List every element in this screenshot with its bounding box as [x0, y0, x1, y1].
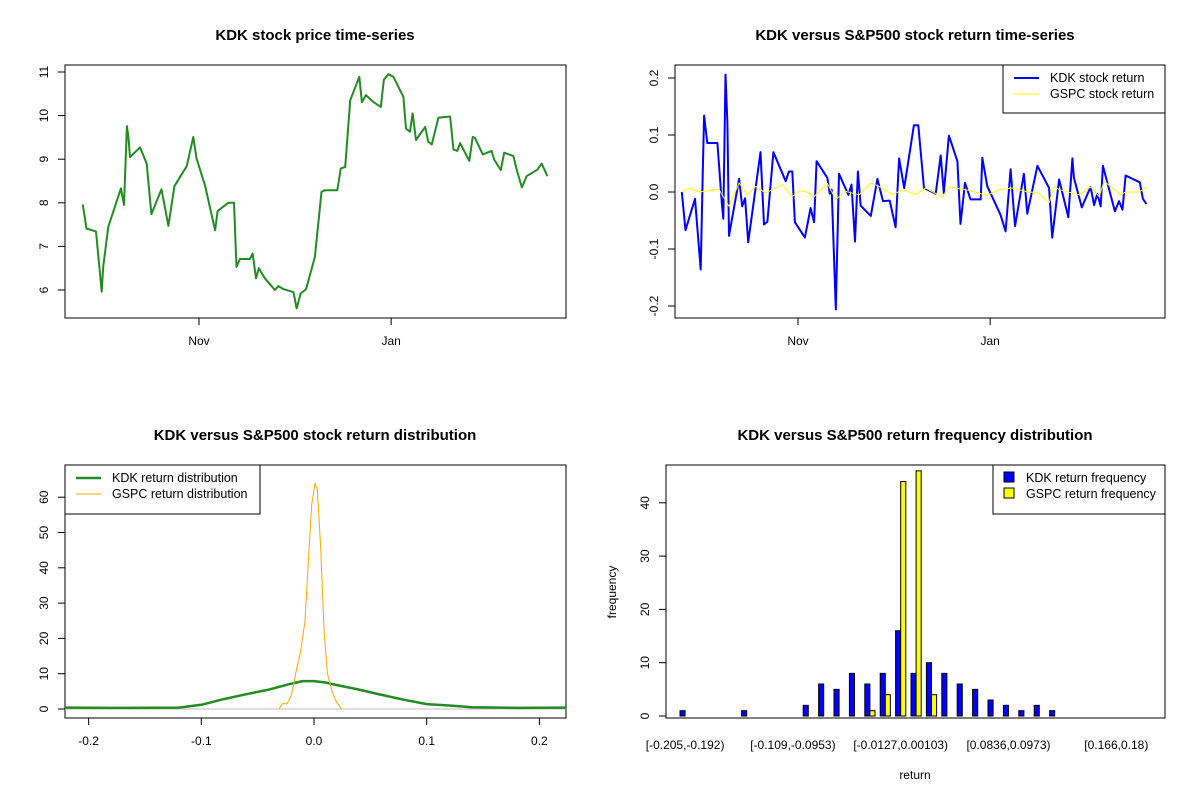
frequency-legend-swatch	[1003, 487, 1015, 499]
gspc-frequency-bar	[931, 694, 938, 717]
price-x-axis-tick-label: Nov	[188, 334, 209, 348]
kdk-frequency-bar	[1033, 704, 1040, 717]
gspc-frequency-bar	[884, 694, 891, 717]
distribution-y-axis-tick-label: 60	[37, 490, 51, 504]
kdk-frequency-bar	[864, 683, 871, 717]
kdk-frequency-bar	[818, 683, 825, 717]
frequency-y-axis-tick-label: 10	[638, 656, 652, 670]
frequency-legend	[992, 464, 1166, 515]
returns-y-axis-tick-label: 0.0	[647, 183, 661, 200]
kdk-frequency-bar	[1002, 704, 1010, 717]
kdk-density-line	[65, 679, 566, 710]
gspc-frequency-bar	[869, 710, 876, 717]
price-y-axis-tick-label: 9	[37, 156, 51, 163]
returns-y-axis-tick-label: -0.1	[647, 238, 661, 259]
distribution-plot-frame	[64, 464, 567, 719]
kdk-frequency-bar	[987, 699, 994, 717]
frequency-x-tick-label: [-0.109,-0.0953)	[750, 738, 835, 752]
price-y-axis-tick-label: 10	[37, 109, 51, 123]
price-plot-frame	[64, 64, 567, 319]
kdk-frequency-bar	[833, 688, 840, 717]
frequency-x-tick-label: [-0.0127,0.00103)	[853, 738, 948, 752]
distribution-y-axis-tick-label: 40	[37, 561, 51, 575]
price-x-axis-tick-label: Jan	[381, 334, 400, 348]
returns-y-axis-tick-label: -0.2	[647, 295, 661, 316]
kdk-frequency-bar	[848, 672, 856, 717]
returns-legend-label: GSPC stock return	[1050, 87, 1154, 101]
bar-group	[679, 470, 1056, 717]
kdk-frequency-bar	[972, 688, 979, 717]
distribution-x-axis-tick-label: 0.1	[418, 734, 435, 748]
distribution-y-axis-tick-label: 0	[37, 705, 51, 712]
price-y-axis-tick-label: 11	[37, 65, 51, 78]
frequency-legend-label: GSPC return frequency	[1026, 487, 1157, 501]
frequency-x-tick-label: [-0.205,-0.192)	[646, 738, 725, 752]
returns-x-axis-tick-label: Nov	[787, 334, 808, 348]
gspc-frequency-bar	[900, 480, 907, 717]
returns-y-axis-tick-label: 0.2	[647, 69, 661, 86]
kdk-frequency-bar	[956, 683, 963, 717]
price-line	[81, 73, 549, 310]
returns-legend	[1002, 64, 1166, 114]
frequency-y-axis-tick-label: 40	[638, 496, 652, 510]
distribution-y-axis-tick-label: 30	[37, 596, 51, 610]
kdk-frequency-bar	[802, 704, 809, 717]
price-y-axis-tick-label: 8	[37, 199, 51, 206]
returns-x-axis-tick-label: Jan	[980, 334, 999, 348]
gspc-frequency-bar	[915, 470, 922, 717]
kdk-frequency-bar	[879, 672, 886, 717]
frequency-legend-label: KDK return frequency	[1026, 471, 1147, 485]
frequency-y-axis-tick-label: 0	[638, 712, 652, 719]
frequency-x-tick-label: [0.166,0.18)	[1084, 738, 1148, 752]
kdk-frequency-bar	[1018, 710, 1025, 717]
distribution-x-axis-tick-label: -0.2	[78, 734, 99, 748]
distribution-y-axis-tick-label: 50	[37, 526, 51, 540]
x-axis-label-return: return	[899, 768, 930, 782]
distribution-y-axis-tick-label: 10	[37, 667, 51, 681]
kdk-frequency-bar	[895, 630, 902, 717]
kdk-return-line	[680, 73, 1148, 311]
kdk-frequency-bar	[741, 710, 748, 717]
frequency-y-axis-tick-label: 30	[638, 549, 652, 563]
price-y-axis-tick-label: 6	[37, 286, 51, 293]
kdk-frequency-bar	[679, 710, 686, 717]
gspc-density-line	[278, 482, 343, 710]
chart-title-price: KDK stock price time-series	[215, 27, 414, 44]
kdk-frequency-bar	[910, 672, 917, 717]
price-y-axis-tick-label: 7	[37, 243, 51, 250]
distribution-legend-label: GSPC return distribution	[112, 487, 248, 501]
distribution-x-axis-tick-label: 0.0	[306, 734, 323, 748]
chart-title-frequency: KDK versus S&P500 return frequency distr…	[737, 427, 1092, 444]
distribution-legend-label: KDK return distribution	[112, 471, 238, 485]
distribution-x-axis-tick-label: 0.2	[531, 734, 548, 748]
frequency-x-tick-label: [0.0836,0.0973)	[966, 738, 1050, 752]
distribution-legend	[64, 464, 261, 515]
frequency-legend-swatch	[1003, 471, 1015, 483]
returns-legend-label: KDK stock return	[1050, 71, 1145, 85]
frequency-plot-frame	[665, 464, 1166, 719]
chart-title-returns: KDK versus S&P500 stock return time-seri…	[755, 27, 1074, 44]
kdk-frequency-bar	[1049, 710, 1056, 717]
chart-title-distribution: KDK versus S&P500 stock return distribut…	[154, 427, 477, 444]
distribution-x-axis-tick-label: -0.1	[191, 734, 212, 748]
kdk-frequency-bar	[941, 672, 948, 717]
returns-y-axis-tick-label: 0.1	[647, 126, 661, 143]
kdk-frequency-bar	[925, 662, 933, 717]
frequency-y-axis-tick-label: 20	[638, 602, 652, 616]
y-axis-label-frequency: frequency	[605, 566, 619, 619]
distribution-y-axis-tick-label: 20	[37, 631, 51, 645]
gspc-return-line	[681, 180, 1147, 207]
